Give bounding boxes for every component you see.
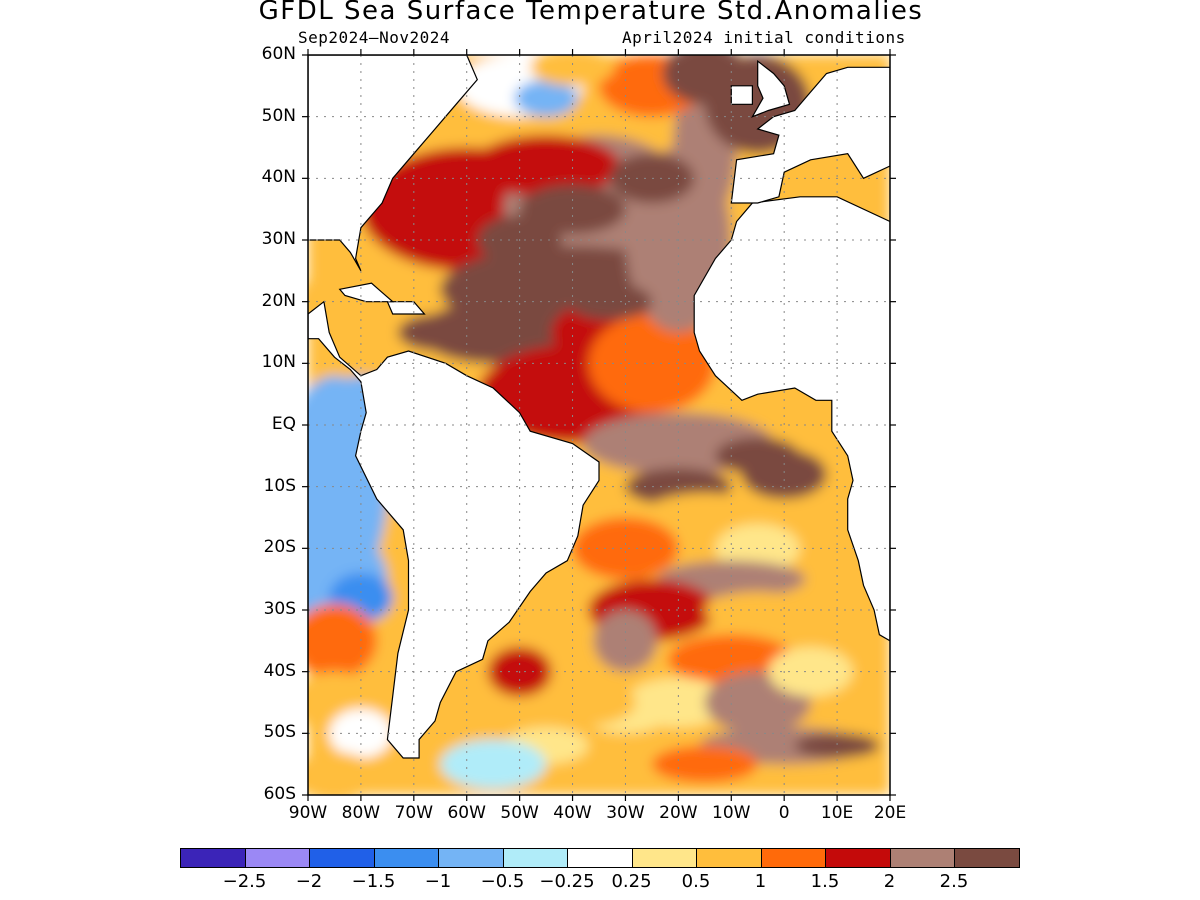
lon-label: 50W: [500, 803, 539, 823]
lat-label: 60S: [263, 784, 296, 804]
lat-label: EQ: [271, 414, 296, 434]
south-america-land: [308, 300, 600, 759]
europe-land: [730, 66, 890, 204]
land-mask: [308, 55, 890, 759]
lon-label: 10E: [820, 803, 854, 823]
lon-label: 20E: [873, 803, 907, 823]
lat-label: 10S: [263, 475, 296, 496]
colorbar-swatch: [438, 848, 504, 868]
colorbar-swatch: [567, 848, 633, 868]
colorbar-swatch: [760, 848, 826, 868]
colorbar-swatch: [631, 848, 697, 868]
lon-label: 70W: [394, 803, 434, 823]
lat-label: 50N: [261, 105, 296, 126]
colorbar-swatch: [309, 848, 375, 868]
lat-label: 40N: [261, 167, 296, 188]
lat-label: 50S: [263, 722, 296, 743]
colorbar-label: 0.25: [611, 871, 652, 892]
lon-label: 30W: [606, 803, 645, 823]
colorbar-label: 2.5: [939, 871, 969, 892]
colorbar-swatch: [373, 848, 439, 868]
map-title: GFDL Sea Surface Temperature Std.Anomali…: [258, 0, 924, 26]
lon-label: 90W: [288, 803, 328, 823]
colorbar-swatch: [954, 848, 1020, 868]
lat-label: 60N: [261, 44, 296, 64]
cuba-land: [338, 282, 395, 303]
lat-label: 40S: [263, 660, 296, 681]
colorbar-swatch: [889, 848, 955, 868]
africa-land: [693, 196, 890, 642]
lon-label: 60W: [447, 803, 486, 823]
colorbar-label: −2: [295, 871, 323, 892]
colorbar-label: −0.5: [480, 871, 525, 892]
colorbar-swatch: [244, 848, 310, 868]
lon-label: 20W: [659, 803, 698, 823]
axis-ticks: [302, 49, 896, 801]
colorbar-label: −0.25: [539, 871, 595, 892]
lon-label: 0: [778, 803, 790, 823]
north-america-land: [308, 55, 478, 272]
colorbar-label: −1: [424, 871, 452, 892]
colorbar-swatch: [825, 848, 891, 868]
great-britain-land: [751, 59, 791, 118]
lat-label: 30S: [263, 599, 296, 619]
ireland-land: [730, 85, 753, 105]
colorbar-label: 2: [883, 871, 896, 892]
lon-label: 80W: [341, 803, 381, 823]
colorbar-swatch: [180, 848, 246, 868]
forecast-period: Sep2024–Nov2024: [298, 28, 450, 47]
colorbar-label: 1.5: [810, 871, 840, 892]
colorbar-swatch: [502, 848, 568, 868]
grid-lines: [308, 55, 890, 795]
colorbar-label: 1: [754, 871, 767, 892]
lat-label: 30N: [261, 229, 296, 249]
lon-label: 10W: [712, 803, 751, 823]
colorbar-label: 0.5: [681, 871, 711, 892]
colorbar-label: −2.5: [222, 871, 267, 892]
lat-label: 20N: [261, 290, 296, 311]
colorbar-label: −1.5: [351, 871, 396, 892]
initial-conditions: April2024 initial conditions: [622, 28, 906, 47]
lon-label: 40W: [553, 803, 592, 823]
lat-label: 10N: [261, 352, 296, 373]
lat-label: 20S: [263, 537, 296, 558]
colorbar-swatch: [696, 848, 762, 868]
